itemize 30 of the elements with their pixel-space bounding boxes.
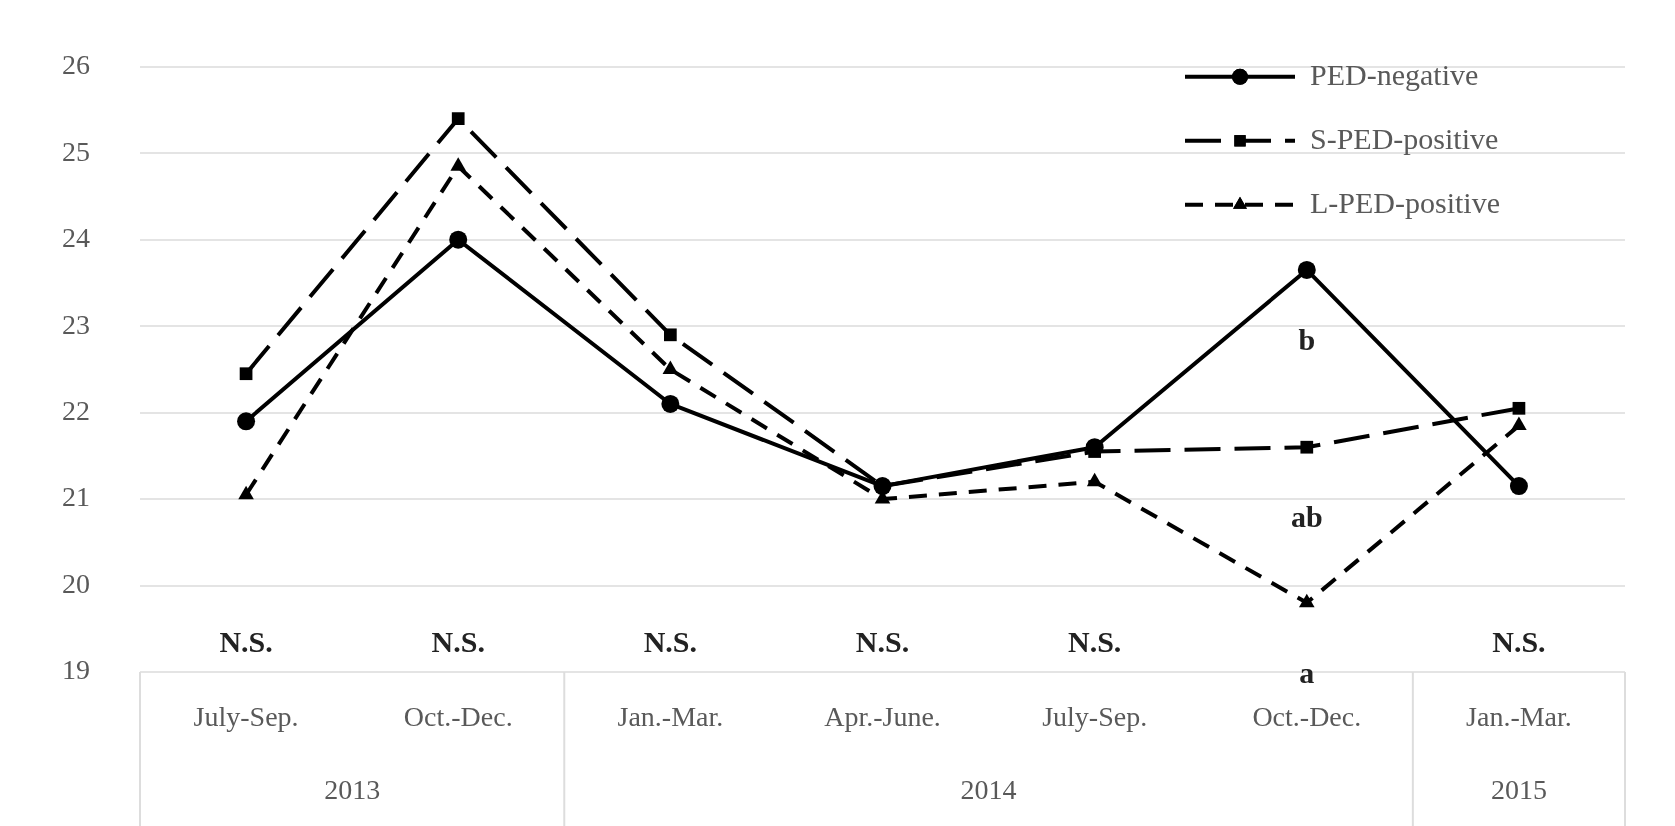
data-label: a — [1299, 655, 1315, 689]
x-tick-label: Jan.-Mar. — [617, 701, 724, 733]
y-tick-label: 22 — [62, 394, 90, 426]
x-tick-label: July-Sep. — [193, 701, 299, 733]
data-label: ab — [1290, 499, 1323, 533]
annotation: N.S. — [643, 624, 698, 658]
y-tick-label: 26 — [62, 49, 90, 81]
legend-label: PED-negative — [1310, 57, 1479, 91]
legend-label: S-PED-positive — [1310, 121, 1499, 155]
text: 2015 — [1490, 774, 1547, 806]
x-tick-label: Oct.-Dec. — [1252, 701, 1362, 733]
annotation: N.S. — [1492, 624, 1546, 658]
annotation: N.S. — [219, 624, 273, 658]
y-tick-label: 25 — [62, 135, 90, 167]
y-tick-label: 23 — [62, 308, 90, 340]
data-label: b — [1298, 322, 1316, 356]
y-tick-label: 21 — [62, 481, 90, 513]
annotation: N.S. — [431, 624, 485, 658]
legend-label: L-PED-positive — [1310, 185, 1500, 219]
y-tick-label: 24 — [62, 222, 90, 254]
y-tick-label: 20 — [62, 567, 90, 599]
annotation: N.S. — [855, 624, 910, 658]
text: 2014 — [960, 774, 1017, 806]
y-tick-label: 19 — [62, 654, 90, 686]
x-tick-label: Oct.-Dec. — [403, 701, 513, 733]
x-tick-label: Apr.-June. — [824, 701, 941, 733]
x-tick-label: July-Sep. — [1042, 701, 1148, 733]
text: 2013 — [324, 774, 381, 806]
x-tick-label: Jan.-Mar. — [1466, 701, 1572, 733]
annotation: N.S. — [1067, 624, 1122, 658]
